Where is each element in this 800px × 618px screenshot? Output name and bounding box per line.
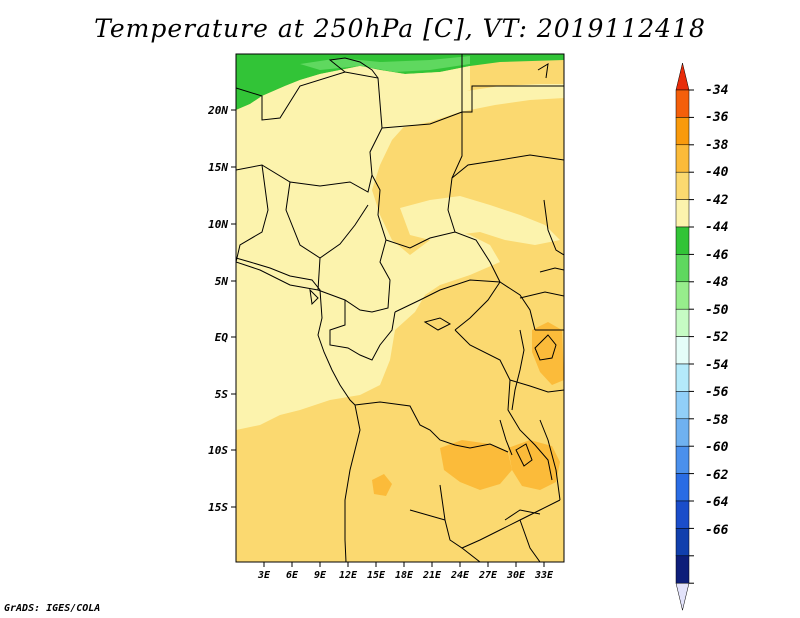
lon-tick-label: 33E (534, 570, 554, 581)
lon-tick-label: 15E (367, 570, 386, 581)
colorbar-swatch (675, 473, 690, 502)
colorbar (675, 62, 694, 611)
lat-tick-label: 10S (208, 444, 228, 457)
lon-tick-label: 12E (339, 570, 358, 581)
colorbar-swatch (675, 144, 690, 173)
colorbar-arrow-bottom (675, 582, 690, 611)
lon-axis: 3E 6E 9E 12E 15E 18E 21E 24E 27E 30E 33E (257, 562, 554, 581)
colorbar-label: -50 (705, 303, 729, 318)
colorbar-swatch (675, 281, 690, 310)
colorbar-swatch (675, 89, 690, 118)
lon-tick-label: 6E (286, 570, 299, 581)
colorbar-label: -36 (705, 110, 729, 125)
lat-tick-label: EQ (215, 331, 229, 344)
lon-tick-label: 21E (422, 570, 442, 581)
lat-tick-label: 5N (215, 275, 229, 288)
coastline (236, 257, 356, 406)
colorbar-label: -54 (705, 358, 729, 373)
lon-tick-label: 9E (314, 570, 327, 581)
lat-tick-label: 15S (208, 501, 228, 514)
lat-tick-label: 5S (215, 388, 229, 401)
map-field (236, 54, 564, 562)
colorbar-label: -52 (705, 330, 729, 345)
colorbar-label: -38 (705, 138, 729, 153)
colorbar-swatch (675, 500, 690, 529)
colorbar-label: -40 (705, 165, 729, 180)
colorbar-swatch (675, 117, 690, 146)
colorbar-swatch (675, 445, 690, 474)
colorbar-label: -64 (705, 495, 729, 510)
colorbar-swatch (675, 418, 690, 447)
colorbar-swatch (675, 363, 690, 392)
colorbar-swatch (675, 171, 690, 200)
colorbar-swatch (675, 528, 690, 557)
colorbar-swatch (675, 336, 690, 365)
credit-text: GrADS: IGES/COLA (4, 603, 101, 614)
contour-band-lightgreen (300, 56, 470, 72)
colorbar-label: -44 (705, 220, 729, 235)
contour-band-orange-east (532, 322, 564, 385)
colorbar-swatch (675, 308, 690, 337)
lat-tick-label: 10N (208, 218, 228, 231)
contour-band-orange-southeast (508, 440, 560, 490)
country-borders (236, 54, 564, 562)
colorbar-swatch (675, 555, 690, 584)
colorbar-label: -58 (705, 413, 729, 428)
contour-band-orange-south (440, 440, 512, 490)
colorbar-swatch (675, 254, 690, 283)
colorbar-label: -42 (705, 193, 729, 208)
colorbar-label: -66 (705, 523, 729, 538)
contour-band-pale-west (236, 66, 500, 430)
colorbar-swatch (675, 199, 690, 228)
colorbar-label: -60 (705, 440, 729, 455)
lon-tick-label: 27E (478, 570, 498, 581)
contour-band-pale-east (400, 196, 560, 245)
lat-tick-label: 15N (208, 161, 228, 174)
lon-tick-label: 3E (257, 570, 271, 581)
colorbar-label: -48 (705, 275, 729, 290)
lat-tick-label: 20N (207, 104, 228, 117)
colorbar-swatch (675, 391, 690, 420)
map-frame (235, 53, 565, 563)
colorbar-label: -56 (705, 385, 729, 400)
colorbar-labels: -34 -36 -38 -40 -42 -44 -46 -48 -50 -52 … (705, 83, 729, 538)
contour-band-orange-small (372, 474, 392, 496)
lon-tick-label: 18E (395, 570, 414, 581)
colorbar-label: -34 (705, 83, 729, 98)
lat-axis: 20N 15N 10N 5N EQ 5S 10S 15S (207, 104, 236, 514)
chart-title: Temperature at 250hPa [C], VT: 201911241… (94, 14, 706, 43)
colorbar-label: -62 (705, 468, 729, 483)
lon-tick-label: 30E (506, 570, 526, 581)
colorbar-swatch (675, 226, 690, 255)
lon-tick-label: 24E (450, 570, 470, 581)
colorbar-arrow-top (675, 62, 690, 91)
colorbar-label: -46 (705, 248, 729, 263)
